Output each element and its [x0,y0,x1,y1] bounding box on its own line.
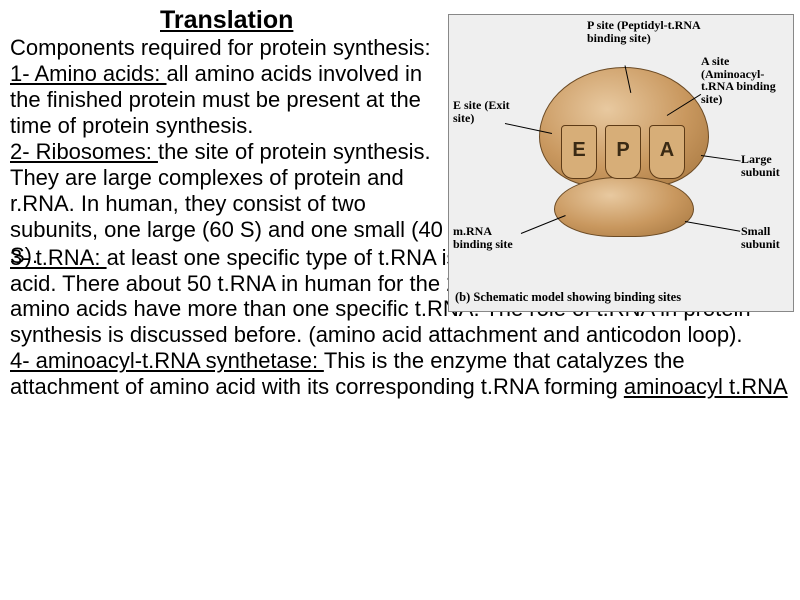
p-site-shape: P [605,125,641,179]
diagram-caption: (b) Schematic model showing binding site… [455,290,681,305]
item3-label: 3- t.RNA: [10,245,107,270]
intro-text: Components required for protein synthesi… [10,35,431,60]
label-mrna: m.RNA binding site [453,225,533,250]
e-site-shape: E [561,125,597,179]
a-site-shape: A [649,125,685,179]
label-large-subunit: Large subunit [741,153,793,178]
label-e-site: E site (Exit site) [453,99,513,124]
small-subunit-shape [554,177,694,237]
ribosome-shape: E P A [539,67,709,247]
ribosome-diagram: E P A P site (Peptidyl-t.RNA binding sit… [448,14,794,312]
item1-label: 1- Amino acids: [10,61,167,86]
item4-label: 4- aminoacyl-t.RNA synthetase: [10,348,324,373]
label-p-site: P site (Peptidyl-t.RNA binding site) [587,19,717,44]
item4-text-b: aminoacyl t.RNA [624,374,788,399]
label-small-subunit: Small subunit [741,225,793,250]
item2-label: 2- Ribosomes: [10,139,158,164]
label-a-site: A site (Aminoacyl-t.RNA binding site) [701,55,793,105]
